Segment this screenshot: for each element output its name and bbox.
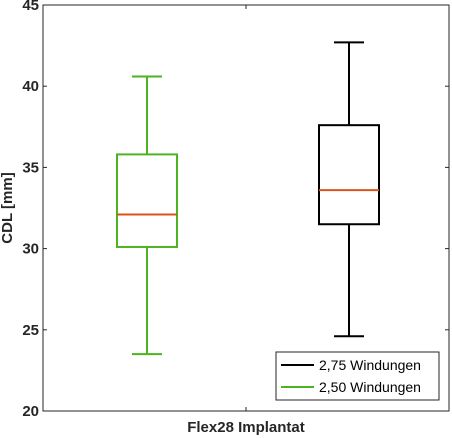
y-axis-label: CDL [mm] [0, 172, 16, 243]
box-black [318, 41, 380, 338]
y-tick-label: 40 [22, 78, 39, 95]
iqr-box [318, 124, 380, 226]
y-tick-label: 30 [22, 241, 39, 258]
y-tick-label: 25 [22, 322, 39, 339]
iqr-box [116, 153, 178, 248]
y-axis-ticks: 20 25 30 35 40 45 [22, 0, 449, 420]
boxes-group [116, 41, 380, 356]
plot-area [42, 4, 450, 412]
y-tick-label: 35 [22, 159, 39, 176]
box-green [116, 75, 178, 356]
legend-box [275, 351, 440, 401]
legend-label-0: 2,75 Windungen [319, 357, 421, 373]
y-tick-label: 20 [22, 403, 39, 420]
legend: 2,75 Windungen 2,50 Windungen [275, 351, 440, 401]
legend-label-1: 2,50 Windungen [319, 379, 421, 395]
y-tick-label: 45 [22, 0, 39, 14]
x-axis-label: Flex28 Implantat [187, 419, 305, 436]
